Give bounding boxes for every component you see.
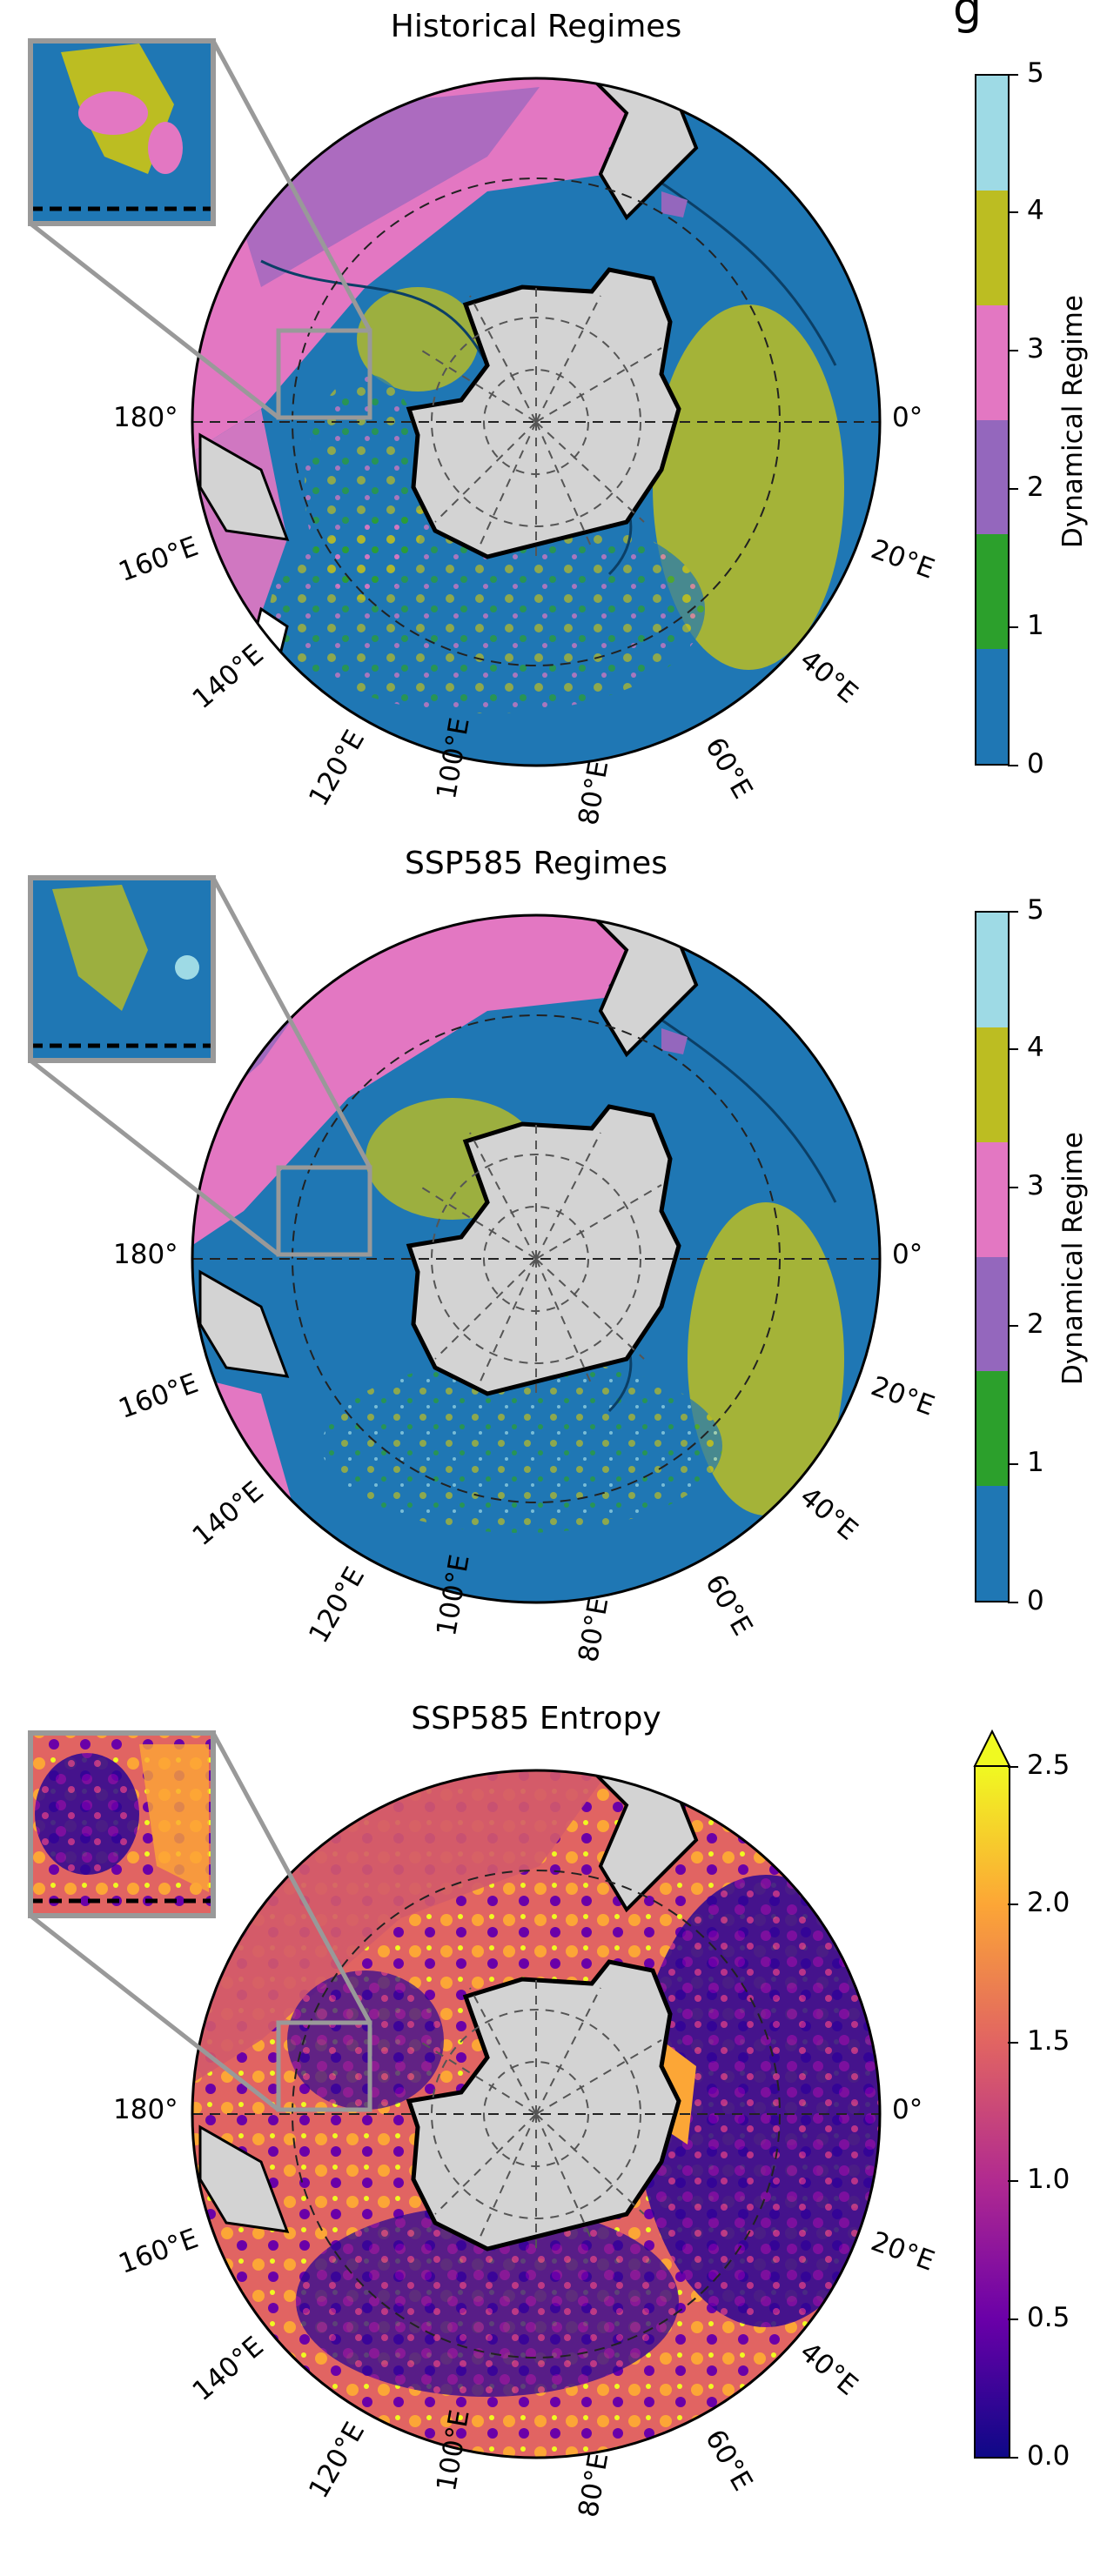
colorbar-tick-label: 0 bbox=[1027, 748, 1044, 779]
graticule bbox=[192, 1014, 880, 1503]
colorbar-tick-label: 0.0 bbox=[1027, 2440, 1070, 2472]
colorbar-tick-label: 1.0 bbox=[1027, 2164, 1070, 2195]
colorbar-segment-0 bbox=[976, 649, 1008, 764]
colorbar-tick-label: 3 bbox=[1027, 333, 1044, 365]
figure-title-fragment: g bbox=[953, 0, 983, 35]
colorbar-tick-label: 0.5 bbox=[1027, 2302, 1070, 2333]
antarctica bbox=[406, 1104, 681, 1396]
colorbar-tick-label: 1.5 bbox=[1027, 2025, 1070, 2057]
regime-field bbox=[192, 78, 880, 766]
colorbar-tick-label: 3 bbox=[1027, 1170, 1044, 1201]
map-panel-ssp585-regimes: SSP585 Regimes bbox=[0, 837, 1107, 1681]
lon-label-180: 180° bbox=[113, 402, 178, 433]
map-boundary bbox=[191, 77, 882, 767]
colorbar-tick-label: 4 bbox=[1027, 1032, 1044, 1063]
colorbar-tick-label: 4 bbox=[1027, 195, 1044, 226]
lon-label-0: 0° bbox=[892, 402, 923, 433]
colorbar-segment-5 bbox=[976, 76, 1008, 191]
map-boundary bbox=[191, 913, 882, 1604]
colorbar-title: Dynamical Regime bbox=[1057, 295, 1089, 548]
polar-map bbox=[28, 38, 882, 767]
colorbar-tick-label: 2.0 bbox=[1027, 1887, 1070, 1918]
colorbar-tick-label: 2 bbox=[1027, 472, 1044, 503]
colorbar-segment-4 bbox=[976, 190, 1008, 305]
colorbar bbox=[973, 1729, 1011, 2459]
colorbar-segment-2 bbox=[976, 1256, 1008, 1372]
colorbar bbox=[975, 911, 1010, 1602]
colorbar-tick-label: 2.5 bbox=[1027, 1750, 1070, 1781]
colorbar-segment-0 bbox=[976, 1486, 1008, 1601]
lon-label-180: 180° bbox=[113, 1239, 178, 1270]
colorbar bbox=[975, 74, 1010, 766]
colorbar-segment-2 bbox=[976, 419, 1008, 535]
map-panel-ssp585-entropy: SSP585 Entropy bbox=[0, 1692, 1107, 2536]
colorbar-tick-label: 1 bbox=[1027, 1447, 1044, 1478]
lon-label-0: 0° bbox=[892, 1239, 923, 1270]
zoom-box bbox=[276, 2020, 372, 2112]
polar-map bbox=[28, 875, 882, 1604]
colorbar-segment-3 bbox=[976, 304, 1008, 420]
graticule bbox=[192, 177, 880, 666]
map-panel-historical: Historical Regimes bbox=[0, 0, 1107, 844]
colorbar-tick-label: 1 bbox=[1027, 610, 1044, 641]
lon-label-0: 0° bbox=[892, 2094, 923, 2125]
zoom-box bbox=[276, 328, 372, 420]
colorbar-segment-1 bbox=[976, 534, 1008, 650]
colorbar-extend-max bbox=[973, 1729, 1011, 1767]
antarctica bbox=[406, 1959, 681, 2251]
inset-map bbox=[28, 875, 216, 1063]
colorbar-segment-4 bbox=[976, 1027, 1008, 1142]
colorbar-segment-3 bbox=[976, 1141, 1008, 1257]
colorbar-tick-label: 2 bbox=[1027, 1308, 1044, 1340]
zoom-box bbox=[276, 1165, 372, 1257]
lon-label-180: 180° bbox=[113, 2094, 178, 2125]
colorbar-segment-1 bbox=[976, 1371, 1008, 1487]
polar-map bbox=[28, 1729, 1011, 2459]
map-boundary bbox=[191, 1769, 882, 2459]
colorbar-tick-label: 5 bbox=[1027, 894, 1044, 926]
colorbar-tick-label: 5 bbox=[1027, 57, 1044, 89]
graticule bbox=[192, 1870, 880, 2359]
colorbar-segment-5 bbox=[976, 913, 1008, 1027]
inset-map bbox=[28, 38, 216, 226]
colorbar-tick-label: 0 bbox=[1027, 1585, 1044, 1616]
inset-map bbox=[28, 1730, 216, 1918]
antarctica bbox=[406, 267, 681, 559]
colorbar-title: Dynamical Regime bbox=[1057, 1132, 1089, 1385]
